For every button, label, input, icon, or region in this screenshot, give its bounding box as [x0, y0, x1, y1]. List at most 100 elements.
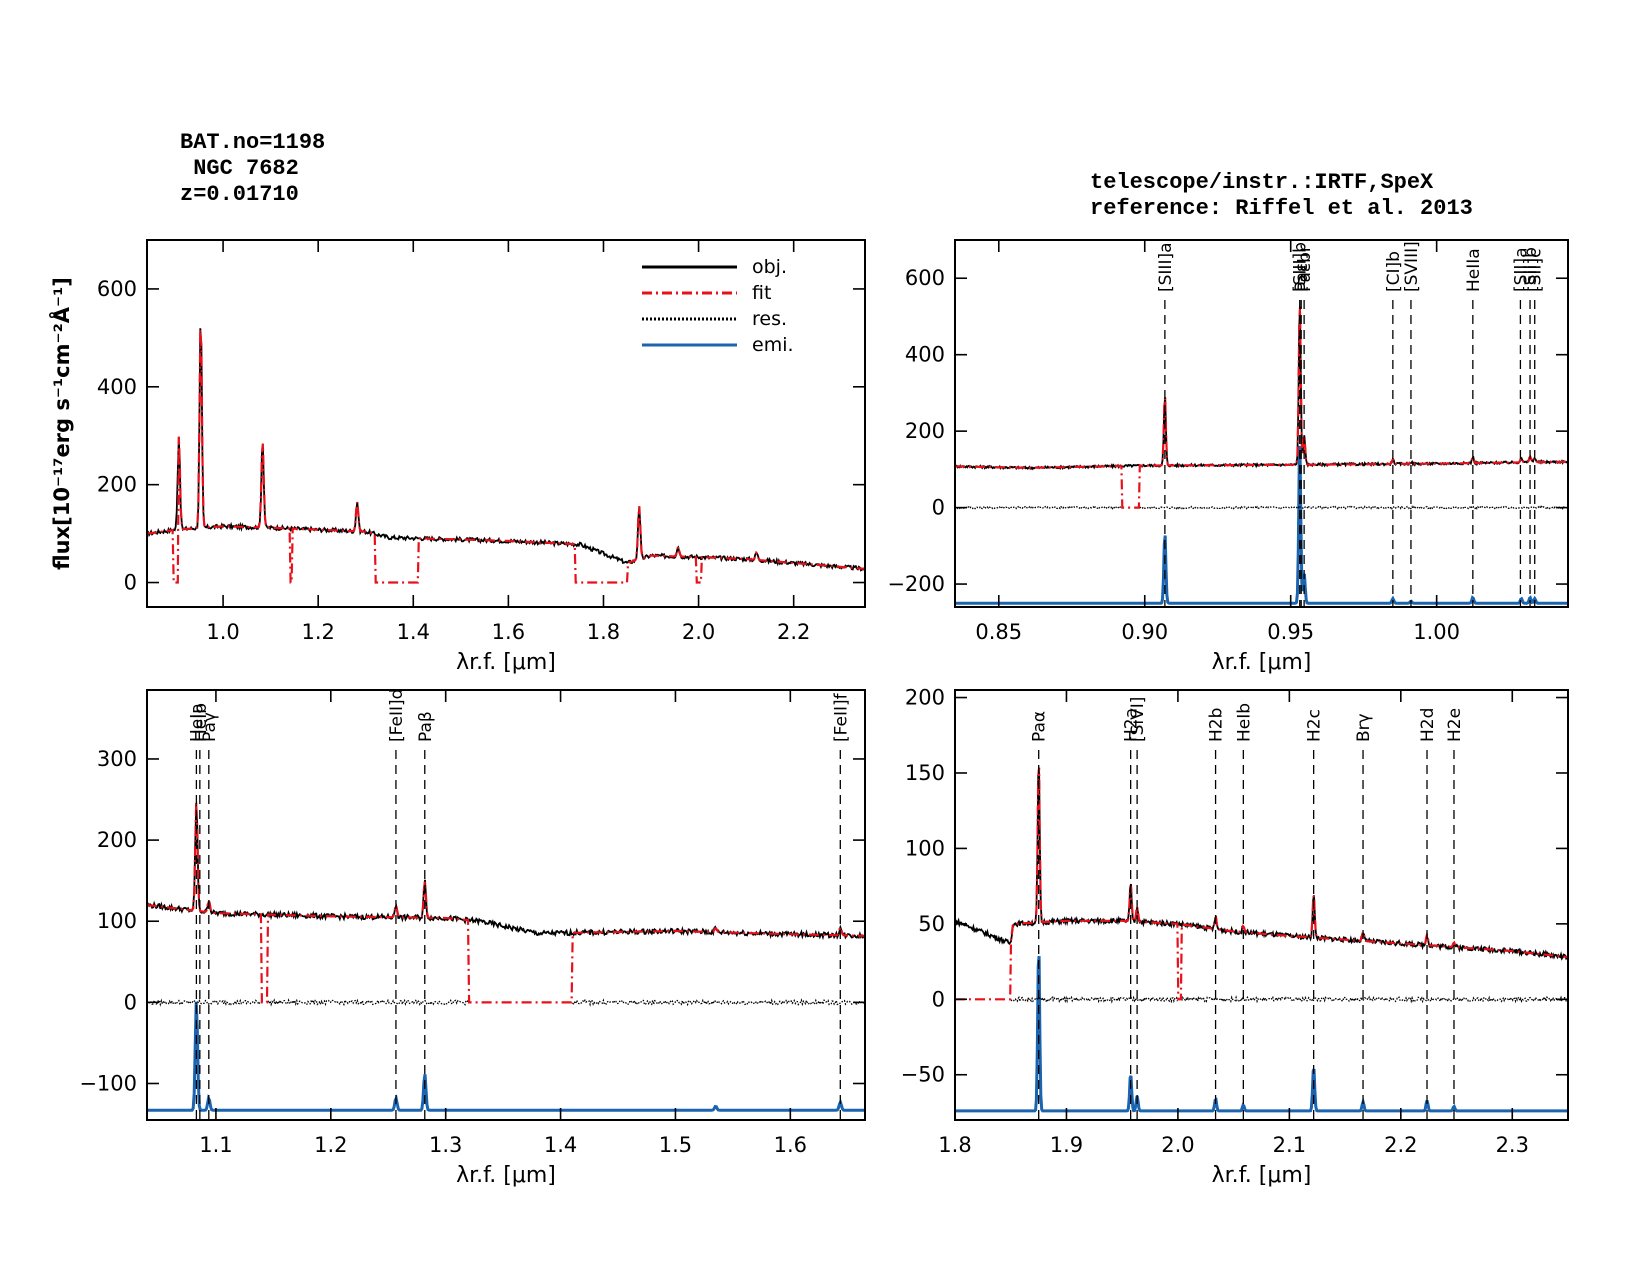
line-label: [SII]c	[1526, 249, 1546, 292]
y-axis-label: flux[10⁻¹⁷erg s⁻¹cm⁻²Å⁻¹]	[49, 277, 74, 570]
x-tick-label: 1.2	[314, 1133, 347, 1157]
y-tick-label: −50	[901, 1063, 945, 1087]
residual-trace	[955, 505, 1568, 511]
x-axis-label: λr.f. [μm]	[456, 650, 556, 675]
object-spectrum	[147, 803, 865, 941]
panel-K-band: Paα H2a[SiVI] H2b HeIb H2c Brγ H2d H2e 1.8 1.9 2.0…	[901, 686, 1569, 1188]
y-tick-label: 150	[905, 761, 945, 785]
line-label: Paγ	[200, 712, 220, 742]
line-label: Brγ	[1354, 713, 1374, 742]
x-tick-label: 2.1	[1273, 1133, 1306, 1157]
x-tick-label: 1.0	[206, 620, 239, 644]
y-tick-label: 200	[97, 828, 137, 852]
y-tick-label: 600	[905, 266, 945, 290]
x-tick-label: 2.2	[1384, 1133, 1417, 1157]
line-label: H2b	[1207, 708, 1227, 742]
x-tick-label: 1.6	[492, 620, 525, 644]
header-redshift: z=0.01710	[180, 182, 299, 207]
header-reference: reference: Riffel et al. 2013	[1090, 196, 1473, 221]
line-label: [SIII]b	[1291, 242, 1311, 292]
line-label: [FeII]f	[831, 692, 851, 742]
emission-trace	[147, 1001, 865, 1112]
x-tick-label: 1.3	[429, 1133, 462, 1157]
line-label: [SiVI]	[1128, 697, 1148, 742]
header-telescope: telescope/instr.:IRTF,SpeX	[1090, 170, 1434, 195]
x-tick-label: 2.0	[1161, 1133, 1194, 1157]
legend-label: emi.	[752, 334, 794, 356]
x-tick-label: 1.8	[587, 620, 620, 644]
y-tick-label: 300	[97, 747, 137, 771]
x-tick-label: 1.4	[397, 620, 430, 644]
fit-spectrum	[147, 802, 865, 1004]
legend-label: res.	[752, 308, 787, 330]
y-tick-label: 600	[97, 277, 137, 301]
line-label: [CI]b	[1384, 251, 1404, 292]
x-tick-label: 2.3	[1496, 1133, 1529, 1157]
line-label: [SVIII]	[1402, 241, 1422, 292]
line-label: Paε	[1292, 263, 1312, 292]
line-label: HeIb	[1234, 703, 1254, 742]
header-bat: BAT.no=1198	[180, 130, 326, 155]
fit-spectrum	[955, 307, 1568, 509]
line-label: [FeII]d	[387, 689, 407, 742]
x-tick-label: 0.85	[975, 620, 1022, 644]
line-label: Paα	[1030, 711, 1050, 742]
residual-trace	[1010, 994, 1568, 1004]
y-tick-label: 200	[97, 473, 137, 497]
fit-spectrum	[147, 329, 865, 584]
line-label: HeIIa	[1464, 248, 1484, 292]
x-tick-label: 1.4	[544, 1133, 577, 1157]
y-tick-label: 0	[124, 990, 137, 1014]
line-label: HeIb	[191, 703, 211, 742]
line-label: H2c	[1305, 709, 1325, 742]
x-tick-label: 2.2	[777, 620, 810, 644]
y-tick-label: 100	[905, 836, 945, 860]
line-label: Paεbr	[1295, 245, 1315, 292]
y-tick-label: 0	[124, 571, 137, 595]
x-axis-label: λr.f. [μm]	[1212, 1163, 1312, 1188]
x-tick-label: 0.95	[1267, 620, 1314, 644]
y-tick-label: 100	[97, 909, 137, 933]
emission-trace	[955, 445, 1568, 605]
panel-full: 1.0 1.2 1.4 1.6 1.8 2.0 2.2 0 200 400 600 λr.f. [μm…	[49, 239, 866, 675]
x-tick-label: 1.9	[1050, 1133, 1083, 1157]
x-tick-label: 1.2	[301, 620, 334, 644]
residual-trace	[147, 998, 865, 1007]
line-label: H2e	[1445, 708, 1465, 742]
y-tick-label: 0	[932, 496, 945, 520]
fit-spectrum	[955, 767, 1568, 1001]
x-tick-label: 1.1	[199, 1133, 232, 1157]
line-label: [SII]b	[1521, 247, 1541, 292]
x-tick-label: 1.5	[659, 1133, 692, 1157]
x-tick-label: 1.00	[1413, 620, 1460, 644]
x-axis-label: λr.f. [μm]	[1212, 650, 1312, 675]
y-tick-label: 400	[905, 343, 945, 367]
object-spectrum	[955, 306, 1568, 471]
y-tick-label: 200	[905, 419, 945, 443]
legend-label: fit	[752, 282, 771, 304]
line-label: [SII]a	[1511, 247, 1531, 292]
x-tick-label: 1.6	[774, 1133, 807, 1157]
y-tick-label: 200	[905, 686, 945, 710]
x-axis-label: λr.f. [μm]	[456, 1163, 556, 1188]
object-spectrum	[955, 767, 1568, 961]
y-tick-label: 50	[918, 912, 945, 936]
emission-trace	[955, 956, 1568, 1113]
y-tick-label: −200	[887, 572, 945, 596]
legend-label: obj.	[752, 256, 787, 278]
line-label: [SIII]a	[1156, 242, 1176, 292]
line-label: Paβ	[416, 711, 436, 742]
line-label: H2d	[1418, 708, 1438, 742]
x-tick-label: 1.8	[938, 1133, 971, 1157]
x-tick-label: 2.0	[682, 620, 715, 644]
line-label: HeIa	[187, 703, 207, 742]
header-name: NGC 7682	[180, 156, 299, 181]
x-tick-label: 0.90	[1121, 620, 1168, 644]
y-tick-label: −100	[79, 1071, 137, 1095]
y-tick-label: 0	[932, 987, 945, 1011]
object-spectrum	[147, 328, 865, 572]
line-label: H2a	[1122, 708, 1142, 742]
